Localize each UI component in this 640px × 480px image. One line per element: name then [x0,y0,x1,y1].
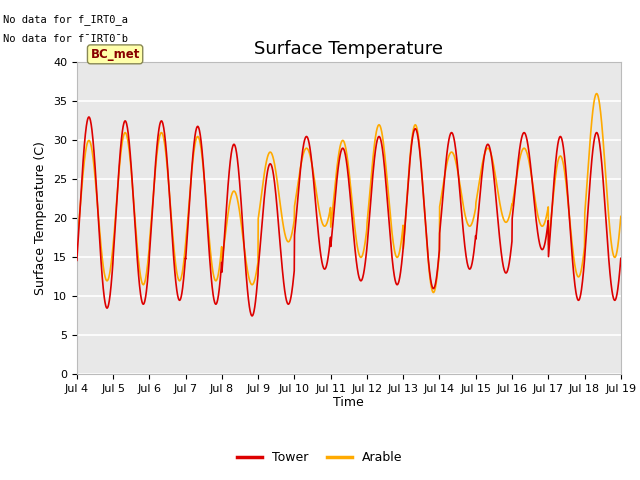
Y-axis label: Surface Temperature (C): Surface Temperature (C) [35,142,47,295]
Title: Surface Temperature: Surface Temperature [254,40,444,58]
Text: No data for f_IRT0_a: No data for f_IRT0_a [3,14,128,25]
Text: BC_met: BC_met [90,48,140,61]
Legend: Tower, Arable: Tower, Arable [232,446,408,469]
Text: No data for f¯IRT0¯b: No data for f¯IRT0¯b [3,34,128,44]
X-axis label: Time: Time [333,396,364,408]
